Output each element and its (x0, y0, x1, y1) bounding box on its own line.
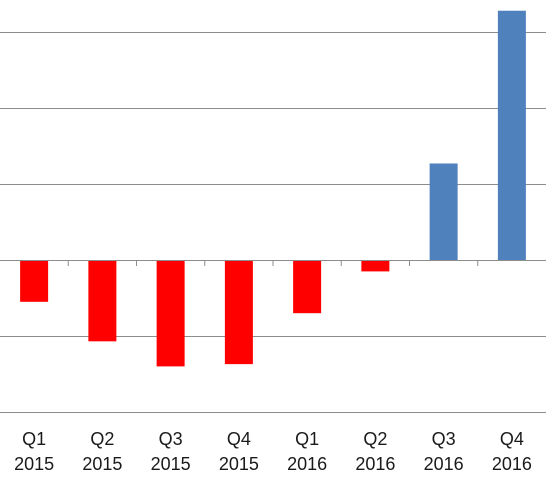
bar-q3-2015 (156, 260, 185, 367)
tick-label-quarter: Q2 (363, 429, 387, 449)
bar-q1-2016 (293, 260, 322, 314)
tick-label: Q2 2016 (355, 429, 395, 474)
tick-label: Q4 2016 (492, 429, 532, 474)
tick-label: Q3 2015 (151, 429, 191, 474)
x-axis-labels: Q1 2015 Q2 2015 Q3 2015 Q4 2015 Q1 2016 Q2 2016 Q3 20… (14, 429, 532, 474)
bar-q3-2016 (429, 163, 458, 260)
tick-label-quarter: Q1 (295, 429, 319, 449)
tick-label-year: 2016 (355, 454, 395, 474)
tick-label-quarter: Q1 (22, 429, 46, 449)
tick-label-year: 2015 (14, 454, 54, 474)
tick-label: Q1 2016 (287, 429, 327, 474)
bars (20, 10, 526, 367)
tick-label-year: 2015 (219, 454, 259, 474)
tick-label: Q4 2015 (219, 429, 259, 474)
bar-q1-2015 (20, 260, 49, 302)
bar-q2-2016 (361, 260, 390, 272)
tick-label: Q1 2015 (14, 429, 54, 474)
tick-label-quarter: Q2 (90, 429, 114, 449)
tick-label: Q2 2015 (82, 429, 122, 474)
bar-q4-2016 (497, 10, 526, 260)
gridlines (0, 32, 546, 413)
tick-label-year: 2016 (424, 454, 464, 474)
tick-label-year: 2016 (287, 454, 327, 474)
tick-label-year: 2015 (82, 454, 122, 474)
x-axis (0, 260, 546, 266)
bar-q2-2015 (88, 260, 117, 342)
tick-label-year: 2015 (151, 454, 191, 474)
tick-label-quarter: Q3 (432, 429, 456, 449)
tick-label-quarter: Q4 (500, 429, 524, 449)
tick-label: Q3 2016 (424, 429, 464, 474)
bar-q4-2015 (224, 260, 253, 365)
tick-label-quarter: Q4 (227, 429, 251, 449)
tick-label-year: 2016 (492, 454, 532, 474)
tick-label-quarter: Q3 (159, 429, 183, 449)
